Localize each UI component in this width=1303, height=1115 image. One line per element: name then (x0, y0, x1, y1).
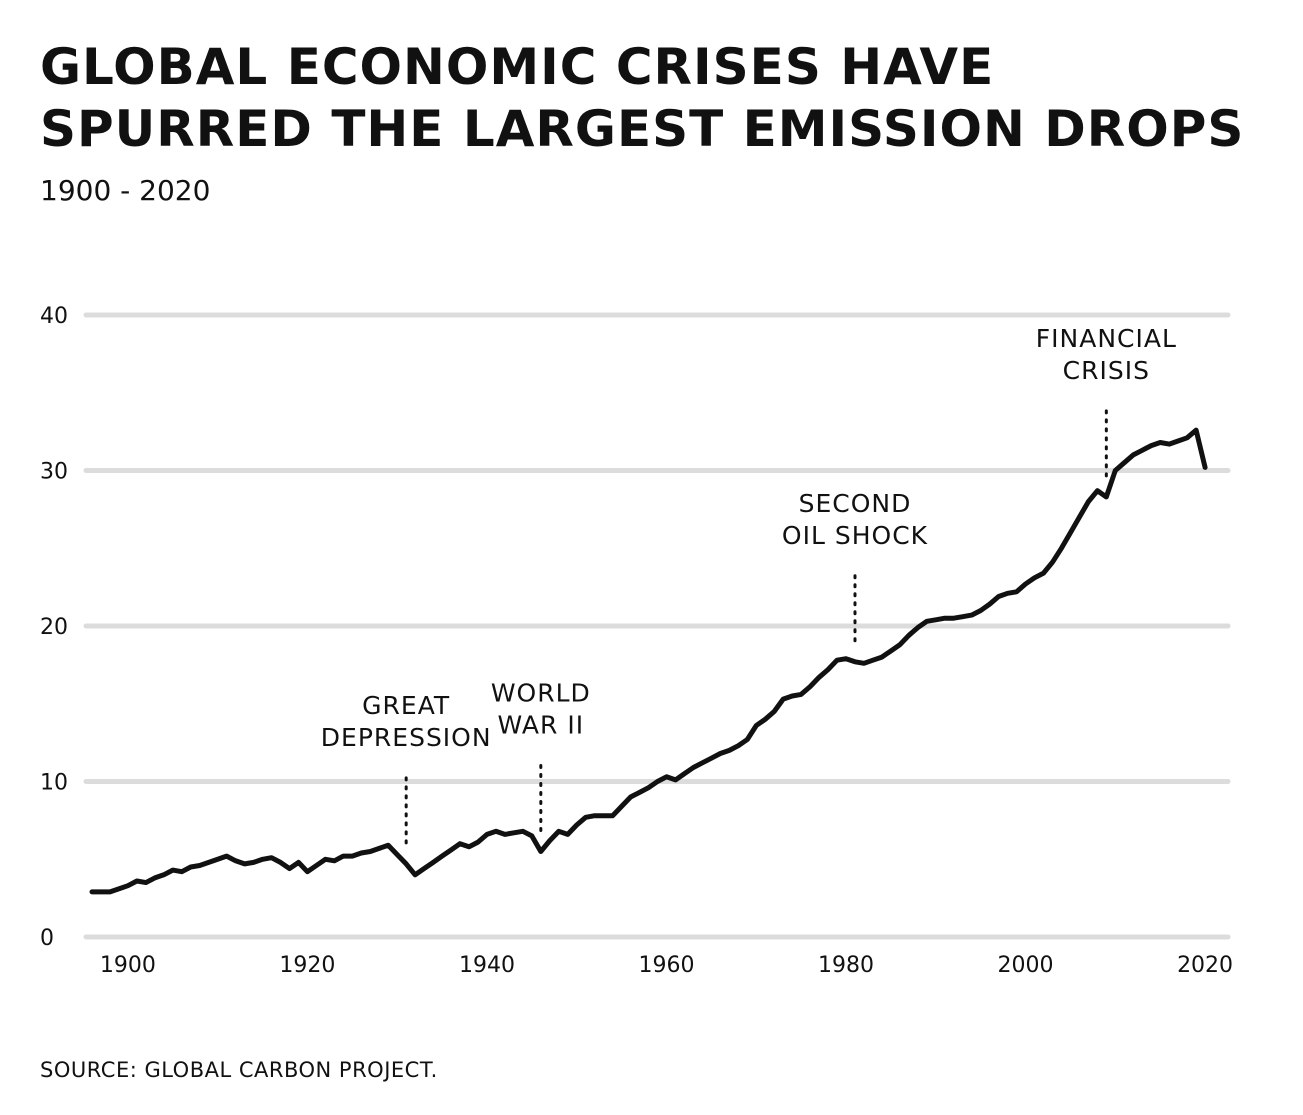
chart-subtitle: 1900 - 2020 (40, 174, 211, 207)
chart-title-line-1: GLOBAL ECONOMIC CRISES HAVE (40, 38, 995, 96)
annotation-label-2-line-2: WAR II (498, 710, 585, 739)
annotation-label-3-line-2: OIL SHOCK (782, 521, 928, 550)
annotation-label-1-line-1: GREAT (362, 691, 450, 720)
annotation-label-4-line-1: FINANCIAL (1036, 324, 1177, 353)
x-tick-label-1920: 1920 (279, 953, 335, 978)
x-axis-ticks: 1900 1920 1940 1960 1980 2000 2020 (100, 953, 1233, 978)
annotation-label-4-line-2: CRISIS (1063, 356, 1150, 385)
annotation-label-2-line-1: WORLD (491, 678, 591, 707)
y-axis-ticks: 0 10 20 30 40 (40, 304, 68, 951)
annotation-label-3-line-1: SECOND (799, 489, 912, 518)
x-tick-label-1940: 1940 (459, 953, 515, 978)
annotations: GREAT DEPRESSION WORLD WAR II SECOND OIL SHOC… (321, 324, 1177, 852)
chart-title-line-2: SPURRED THE LARGEST EMISSION DROPS (40, 100, 1245, 158)
emissions-series-line (89, 427, 1208, 895)
y-tick-label-20: 20 (40, 615, 68, 640)
y-tick-label-30: 30 (40, 460, 68, 485)
y-tick-label-0: 0 (40, 926, 54, 951)
x-tick-label-2020: 2020 (1177, 953, 1233, 978)
x-tick-label-2000: 2000 (998, 953, 1054, 978)
source-note: SOURCE: GLOBAL CARBON PROJECT. (40, 1058, 438, 1082)
x-tick-label-1960: 1960 (638, 953, 694, 978)
x-tick-label-1900: 1900 (100, 953, 156, 978)
gridlines (83, 312, 1231, 940)
y-tick-label-10: 10 (40, 771, 68, 796)
y-tick-label-40: 40 (40, 304, 68, 329)
chart-title: GLOBAL ECONOMIC CRISES HAVE SPURRED THE … (40, 36, 1244, 160)
x-tick-label-1980: 1980 (818, 953, 874, 978)
annotation-label-1-line-2: DEPRESSION (321, 723, 492, 752)
series (89, 427, 1208, 895)
